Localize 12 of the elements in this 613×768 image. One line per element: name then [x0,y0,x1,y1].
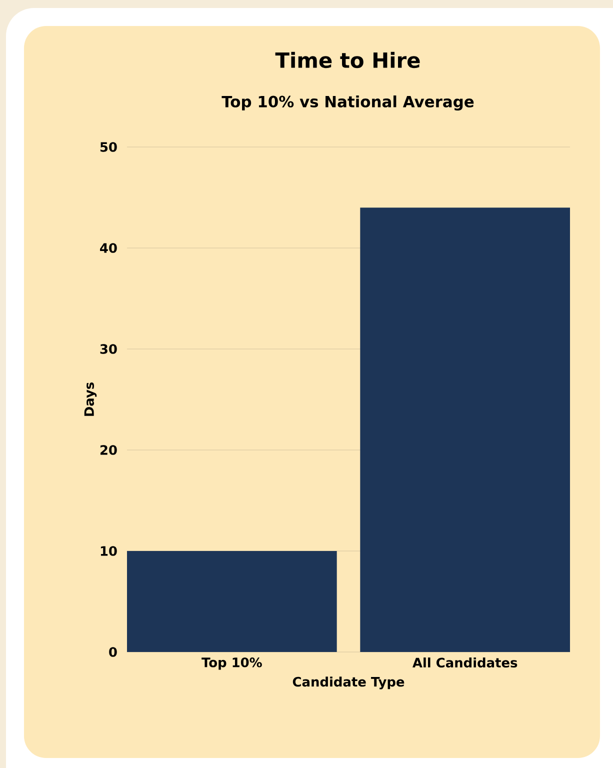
y-axis-title: Days [84,382,97,416]
chart-subtitle: Top 10% vs National Average [222,95,474,111]
x-tick-label: Top 10% [202,658,262,670]
y-tick-label: 0 [109,647,117,657]
x-axis-title: Candidate Type [292,676,404,690]
x-tick-label: All Candidates [412,658,518,668]
y-tick-label: 30 [100,344,117,354]
y-tick-label: 10 [100,546,117,556]
y-tick-label: 50 [100,142,117,152]
chart-title: Time to Hire [275,52,420,68]
y-tick-label: 20 [100,445,117,455]
y-tick-label: 40 [100,243,117,253]
